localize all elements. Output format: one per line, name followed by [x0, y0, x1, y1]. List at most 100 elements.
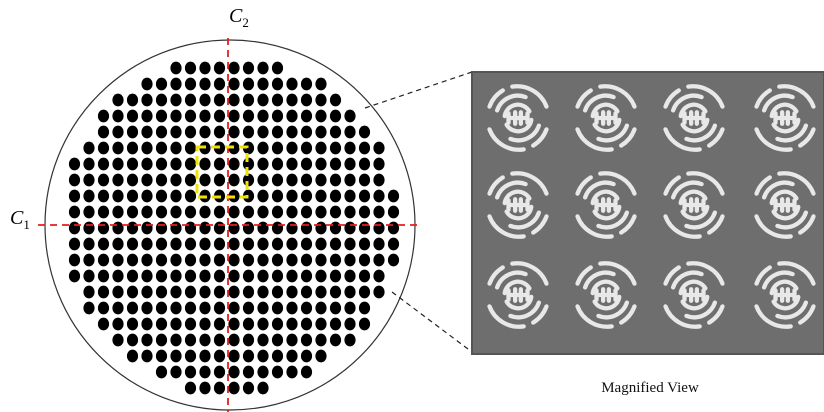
unit-cell [228, 62, 239, 75]
unit-cell [170, 286, 181, 299]
unit-cell [141, 254, 152, 267]
unit-cell [199, 286, 210, 299]
unit-cell [228, 366, 239, 379]
unit-cell [170, 62, 181, 75]
c2-letter: C [229, 5, 243, 27]
unit-cell [272, 78, 283, 91]
unit-cell [257, 334, 268, 347]
unit-cell [344, 334, 355, 347]
unit-cell [243, 382, 254, 395]
unit-cell [112, 238, 123, 251]
unit-cell [199, 110, 210, 123]
unit-cell [199, 382, 210, 395]
unit-cell [344, 158, 355, 171]
unit-cell [83, 222, 94, 235]
unit-cell [199, 302, 210, 315]
unit-cell [286, 222, 297, 235]
unit-cell [257, 206, 268, 219]
unit-cell [257, 286, 268, 299]
unit-cell [301, 158, 312, 171]
c2-subscript: 2 [242, 15, 249, 30]
unit-cell [112, 110, 123, 123]
unit-cell [301, 142, 312, 155]
unit-cell [112, 286, 123, 299]
unit-cell [243, 286, 254, 299]
unit-cell [112, 174, 123, 187]
unit-cell [127, 350, 138, 363]
unit-cell [359, 302, 370, 315]
unit-cell [185, 350, 196, 363]
unit-cell [388, 190, 399, 203]
unit-cell [112, 254, 123, 267]
unit-cell [359, 142, 370, 155]
unit-cell [214, 174, 225, 187]
unit-cell [272, 286, 283, 299]
unit-cell [185, 318, 196, 331]
unit-cell [214, 270, 225, 283]
unit-cell [315, 238, 326, 251]
unit-cell [127, 110, 138, 123]
unit-cell [156, 174, 167, 187]
unit-cell [315, 110, 326, 123]
unit-cell [83, 158, 94, 171]
unit-cell [344, 254, 355, 267]
unit-cell [98, 206, 109, 219]
unit-cell [127, 142, 138, 155]
unit-cell [286, 286, 297, 299]
unit-cell [315, 302, 326, 315]
unit-cell [170, 190, 181, 203]
unit-cell [243, 126, 254, 139]
unit-cell [286, 254, 297, 267]
unit-cell [170, 238, 181, 251]
unit-cell [156, 334, 167, 347]
unit-cell [301, 174, 312, 187]
unit-cell [272, 334, 283, 347]
unit-cell [141, 286, 152, 299]
unit-cell [330, 334, 341, 347]
unit-cell [359, 254, 370, 267]
unit-cell [272, 62, 283, 75]
unit-cell [359, 318, 370, 331]
unit-cell [141, 270, 152, 283]
unit-cell [388, 238, 399, 251]
unit-cell [228, 318, 239, 331]
unit-cell [127, 222, 138, 235]
unit-cell [185, 110, 196, 123]
unit-cell [286, 126, 297, 139]
unit-cell [127, 318, 138, 331]
unit-cell [315, 94, 326, 107]
unit-cell [199, 254, 210, 267]
unit-cell [141, 334, 152, 347]
unit-cell [185, 142, 196, 155]
unit-cell [199, 158, 210, 171]
unit-cell [286, 270, 297, 283]
unit-cell [69, 174, 80, 187]
unit-cell [286, 206, 297, 219]
unit-cell [228, 206, 239, 219]
unit-cell [257, 302, 268, 315]
unit-cell [344, 286, 355, 299]
unit-cell [170, 334, 181, 347]
unit-cell [373, 174, 384, 187]
unit-cell [359, 222, 370, 235]
unit-cell [228, 110, 239, 123]
unit-cell [373, 286, 384, 299]
unit-cell [228, 254, 239, 267]
unit-cell [199, 238, 210, 251]
unit-cell [344, 270, 355, 283]
unit-cell [228, 238, 239, 251]
unit-cell [214, 302, 225, 315]
unit-cell [301, 238, 312, 251]
unit-cell [127, 286, 138, 299]
unit-cell [330, 286, 341, 299]
unit-cell [243, 238, 254, 251]
unit-cell [214, 350, 225, 363]
unit-cell [272, 142, 283, 155]
unit-cell [156, 254, 167, 267]
unit-cell [141, 94, 152, 107]
unit-cell [243, 222, 254, 235]
unit-cell [301, 94, 312, 107]
unit-cell [112, 318, 123, 331]
unit-cell [286, 334, 297, 347]
unit-cell [228, 286, 239, 299]
